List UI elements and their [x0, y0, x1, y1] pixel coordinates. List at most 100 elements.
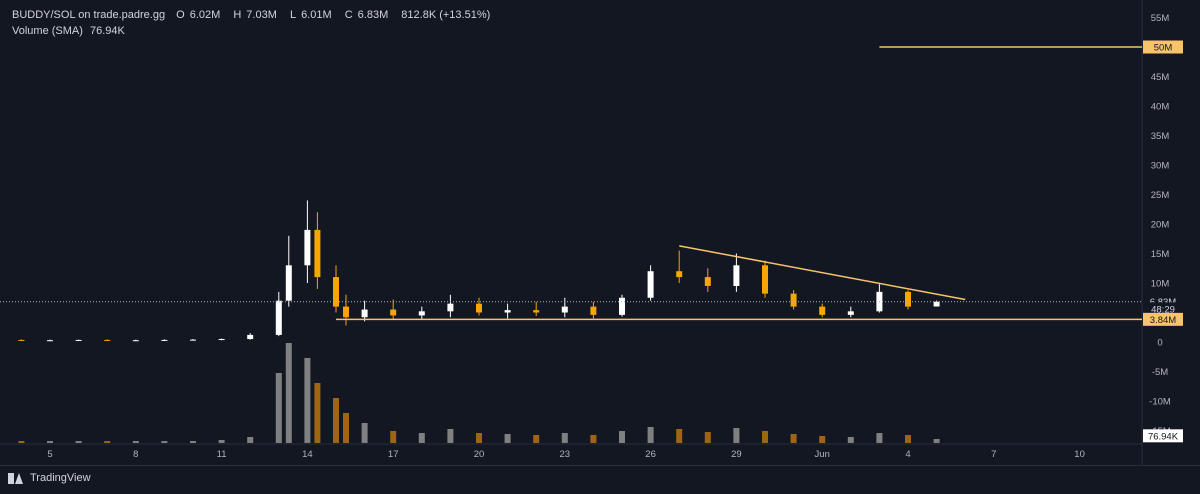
volume-bar [762, 431, 768, 443]
candle-body [533, 310, 540, 313]
ohlc-row: BUDDY/SOL on trade.padre.gg O 6.02M H 7.03… [12, 8, 495, 23]
volume-bar [561, 433, 568, 443]
candle-body [447, 303, 454, 312]
candle-body [75, 339, 82, 341]
time-axis-label: 5 [47, 449, 52, 460]
volume-bar [47, 441, 53, 443]
change-value: 812.8K (+13.51%) [401, 9, 491, 21]
time-axis-label: 23 [560, 449, 571, 460]
candle-body [361, 309, 368, 318]
volume-bar [819, 436, 826, 443]
tradingview-logo[interactable]: TradingView [8, 472, 91, 484]
time-axis-label: 8 [133, 449, 138, 460]
volume-bar [390, 431, 397, 443]
tradingview-icon [8, 472, 24, 484]
time-axis-label: 29 [731, 449, 742, 460]
price-axis-label: 15M [1151, 249, 1170, 260]
candle-body [314, 229, 321, 278]
candle-body [190, 339, 196, 341]
volume-bar [75, 441, 82, 443]
candle-body [819, 306, 826, 315]
price-tag-label: 3.84M [1150, 315, 1176, 326]
candle-body [18, 339, 25, 341]
candle-body [285, 265, 292, 301]
volume-bar [933, 439, 940, 443]
price-axis-label: 40M [1151, 102, 1170, 113]
candle-body [733, 265, 740, 286]
low-label: L [289, 9, 297, 21]
volume-bar [790, 434, 797, 443]
volume-bar [847, 437, 854, 443]
time-axis-label: 11 [217, 449, 227, 460]
volume-bar [476, 433, 482, 443]
candle-body [847, 311, 854, 315]
volume-bar [218, 440, 225, 443]
time-axis-label: 10 [1074, 449, 1085, 460]
volume-label[interactable]: Volume (SMA) [12, 25, 83, 37]
price-tag [1143, 40, 1183, 54]
candle-body [590, 306, 597, 315]
volume-bar [504, 434, 511, 443]
volume-bar [314, 383, 321, 443]
volume-bar [304, 358, 311, 443]
time-axis-label: Jun [815, 449, 830, 460]
price-axis-label: 55M [1151, 13, 1170, 24]
price-axis-label: 10M [1151, 279, 1170, 290]
volume-bar [343, 413, 349, 443]
ohlc-values: O 6.02M H 7.03M L 6.01M C 6.83M 812.8K (+13.… [176, 9, 495, 21]
price-axis-label: -5M [1152, 367, 1168, 378]
volume-bar [132, 441, 139, 443]
price-axis-label: 0 [1157, 338, 1162, 349]
candle-body [304, 229, 311, 266]
volume-bar [905, 435, 911, 443]
price-axis-label: -10M [1149, 397, 1171, 408]
price-axis-label: 30M [1151, 161, 1170, 172]
volume-value: 76.94K [89, 25, 125, 37]
time-axis-label: 26 [645, 449, 656, 460]
volume-bar [876, 433, 883, 443]
candle-body [218, 339, 225, 341]
time-axis-label: 20 [474, 449, 485, 460]
volume-bar [676, 429, 683, 443]
volume-bar [647, 427, 654, 443]
candle-body [476, 303, 482, 313]
volume-row: Volume (SMA) 76.94K [12, 24, 495, 39]
trend-line [679, 245, 966, 301]
volume-bar [619, 431, 625, 443]
candle-body [762, 265, 768, 294]
symbol-label[interactable]: BUDDY/SOL on trade.padre.gg [12, 9, 166, 21]
price-chart[interactable]: 55M45M40M35M30M25M20M15M10M0-5M-10M-15M5… [0, 0, 1200, 465]
brand-name: TradingView [30, 472, 91, 484]
candle-body [790, 293, 797, 307]
volume-bar [447, 429, 454, 443]
volume-bar [418, 433, 425, 443]
candle-body [676, 271, 683, 278]
open-value: 6.02M [189, 9, 221, 21]
open-label: O [176, 9, 185, 21]
price-axis-label: 45M [1151, 72, 1170, 83]
candle-body [333, 277, 339, 307]
high-label: H [233, 9, 242, 21]
price-tag-label: 48:29 [1151, 304, 1175, 315]
volume-bar [533, 435, 540, 443]
time-axis-label: 14 [302, 449, 313, 460]
volume-bar [161, 441, 168, 443]
volume-bar [733, 428, 740, 443]
candle-body [418, 311, 425, 316]
candle-body [390, 309, 397, 316]
volume-bar [333, 398, 339, 443]
candle-body [161, 339, 168, 341]
candle-body [247, 334, 254, 340]
volume-bar [18, 441, 25, 443]
candle-body [561, 306, 568, 313]
volume-bar [285, 343, 292, 443]
chart-legend: BUDDY/SOL on trade.padre.gg O 6.02M H 7.03… [12, 8, 495, 39]
close-value: 6.83M [357, 9, 389, 21]
volume-bar [247, 437, 254, 443]
candle-body [343, 306, 349, 318]
price-tag-label: 76.94K [1148, 431, 1179, 442]
candle-body [647, 271, 654, 298]
candle-body [47, 340, 53, 342]
candle-body [504, 310, 511, 313]
volume-bar [190, 441, 196, 443]
